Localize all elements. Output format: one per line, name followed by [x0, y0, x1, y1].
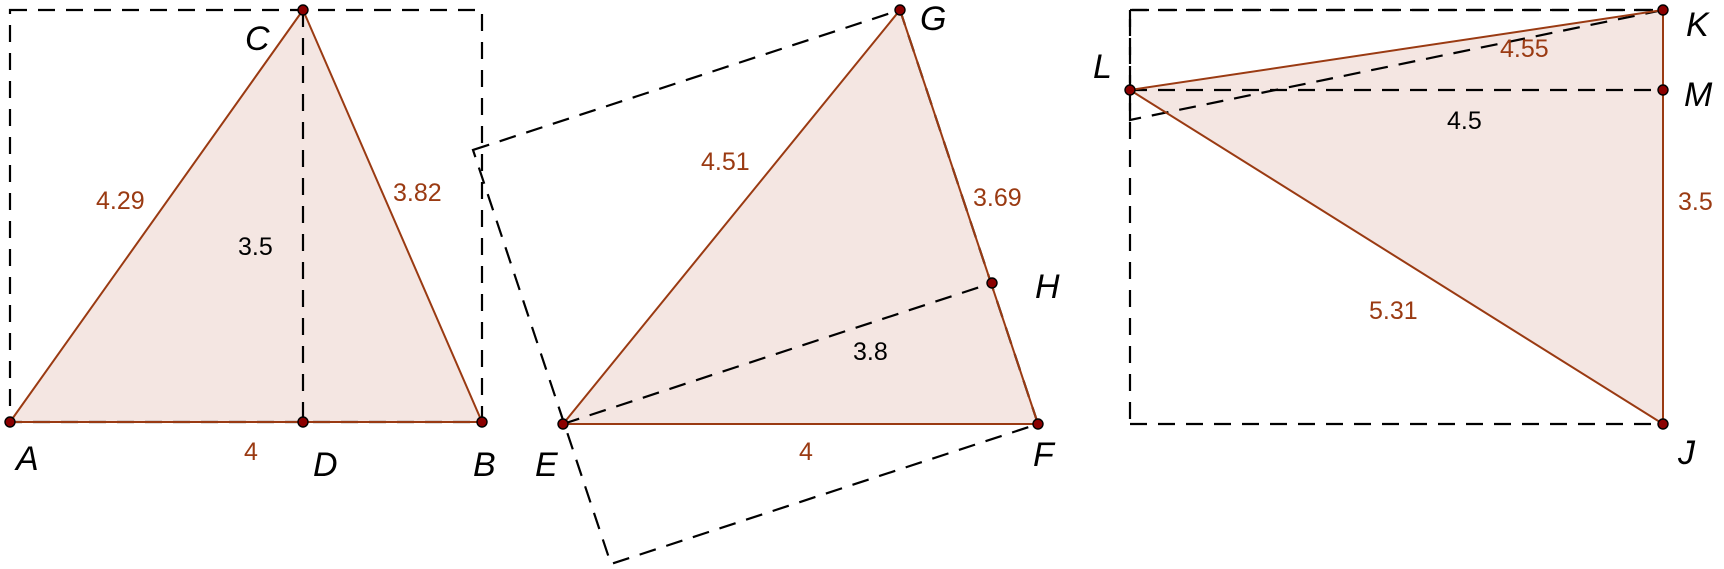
measure-ab: 4 — [244, 438, 258, 466]
measure-bc: 3.82 — [393, 179, 442, 207]
point-f[interactable] — [1033, 419, 1043, 429]
measure-eh: 3.8 — [853, 338, 888, 366]
figure-triangle-efg: E F G H 4.51 3.69 3.8 4 — [473, 0, 1060, 564]
measure-lk: 4.55 — [1500, 35, 1549, 63]
measure-cd: 3.5 — [238, 233, 273, 261]
point-e-label: E — [535, 446, 558, 484]
point-k-label: K — [1686, 6, 1710, 44]
point-h[interactable] — [987, 278, 997, 288]
point-a-label: A — [14, 440, 39, 478]
point-b-label: B — [473, 446, 496, 484]
point-c[interactable] — [298, 5, 308, 15]
triangle-jkl-fill — [1130, 10, 1663, 424]
measure-lm: 4.5 — [1447, 107, 1482, 135]
measure-ef: 4 — [799, 438, 813, 466]
point-m[interactable] — [1658, 85, 1668, 95]
point-g-label: G — [920, 0, 946, 38]
figure-triangle-abc: A B C D 4.29 3.82 3.5 4 — [5, 5, 496, 484]
figure-triangle-jkl: J K L M 4.55 4.5 3.5 5.31 — [1093, 5, 1713, 472]
point-j-label: J — [1677, 434, 1696, 472]
triangle-abc-fill — [10, 10, 482, 422]
measure-fg: 3.69 — [973, 184, 1022, 212]
point-j[interactable] — [1658, 419, 1668, 429]
point-m-label: M — [1684, 76, 1713, 114]
point-c-label: C — [245, 20, 270, 58]
triangle-efg-fill — [563, 10, 1038, 424]
point-h-label: H — [1035, 268, 1060, 306]
point-f-label: F — [1033, 436, 1056, 474]
point-d-label: D — [313, 446, 338, 484]
point-l-label: L — [1093, 48, 1112, 86]
measure-ac: 4.29 — [96, 187, 145, 215]
measure-lj: 5.31 — [1369, 297, 1418, 325]
measure-jk: 3.5 — [1678, 188, 1713, 216]
point-k[interactable] — [1658, 5, 1668, 15]
point-d[interactable] — [298, 417, 308, 427]
point-l[interactable] — [1125, 85, 1135, 95]
point-g[interactable] — [895, 5, 905, 15]
measure-eg: 4.51 — [701, 148, 750, 176]
point-a[interactable] — [5, 417, 15, 427]
point-e[interactable] — [558, 419, 568, 429]
point-b[interactable] — [477, 417, 487, 427]
